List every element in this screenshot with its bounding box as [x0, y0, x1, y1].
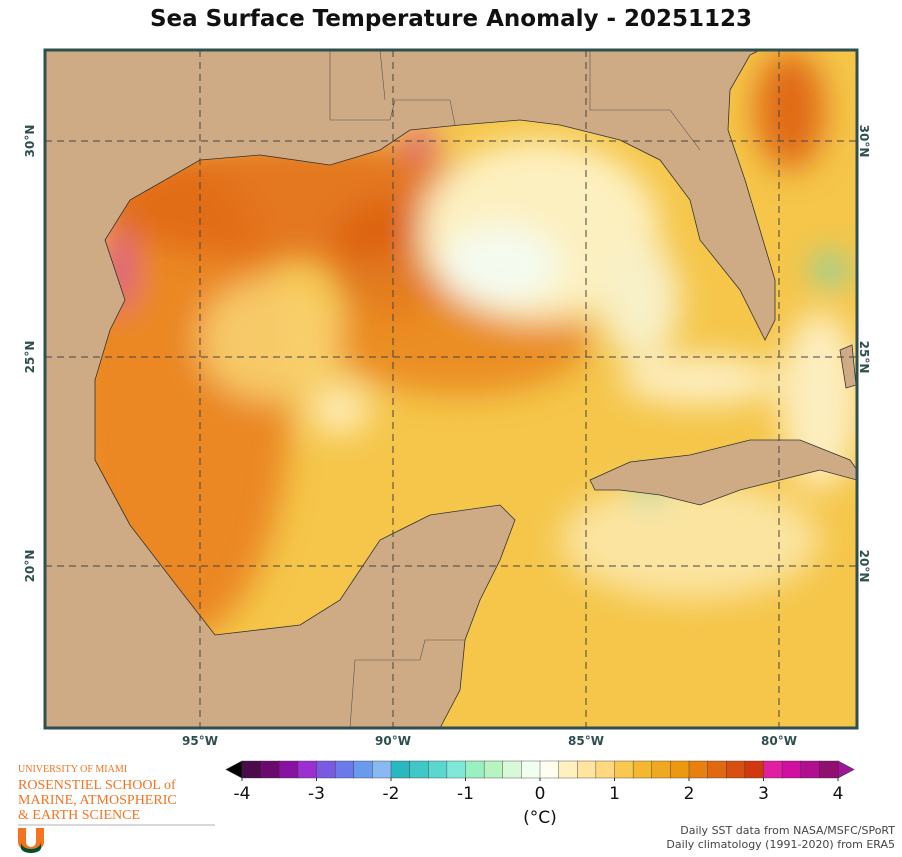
map-frame: [43, 48, 859, 730]
colorbar-segment: [781, 760, 802, 779]
colorbar-segment: [800, 760, 820, 779]
colorbar-tick-label: -2: [383, 784, 400, 804]
colorbar-segment: [316, 760, 336, 779]
colorbar-tick-label: -1: [457, 784, 474, 804]
longitude-label: 85°W: [568, 734, 604, 748]
colorbar-segment: [558, 760, 578, 779]
colorbar-segment: [632, 760, 653, 779]
colorbar-segment: [483, 760, 504, 779]
map-labels: 95°W 90°W 85°W 80°W 30°N 30°N 25°N 25°N 20°N 20°N: [23, 125, 871, 748]
colorbar-segment: [297, 760, 317, 779]
colorbar-under: [225, 760, 243, 779]
latitude-label: 20°N: [23, 550, 37, 583]
colorbar-segment: [670, 760, 690, 779]
colorbar-segment: [465, 760, 485, 779]
colorbar-tick-label: -4: [234, 784, 251, 804]
colorbar-segment: [502, 760, 522, 779]
colorbar-over: [837, 760, 855, 779]
logo-u: [18, 828, 44, 853]
colorbar-segment: [353, 760, 373, 779]
colorbar-tick-label: 1: [609, 784, 620, 804]
colorbar-segment: [539, 760, 560, 779]
colorbar-tick-label: 3: [758, 784, 769, 804]
colorbar-segment: [744, 760, 764, 779]
colorbar-segment: [372, 760, 392, 779]
credit: Daily climatology (1991-2020) from ERA5: [666, 838, 895, 851]
colorbar-segment: [241, 760, 262, 779]
credit: Daily SST data from NASA/MSFC/SPoRT: [680, 824, 895, 837]
colorbar-segment: [260, 760, 280, 779]
colorbar-segment: [521, 760, 541, 779]
colorbar-segment: [651, 760, 671, 779]
latitude-label: 20°N: [857, 550, 871, 583]
latitude-label: 25°N: [23, 341, 37, 374]
longitude-label: 90°W: [375, 734, 411, 748]
colorbar-segment: [446, 760, 466, 779]
land: [45, 50, 857, 728]
graticule: [45, 50, 857, 728]
colorbar-segment: [428, 760, 448, 779]
title: Sea Surface Temperature Anomaly - 202511…: [150, 6, 752, 32]
colorbar-segment: [614, 760, 634, 779]
map: [45, 50, 857, 728]
colorbar-segment: [688, 760, 709, 779]
latitude-label: 30°N: [23, 125, 37, 158]
longitude-label: 95°W: [182, 734, 218, 748]
colorbar-segment: [577, 760, 597, 779]
latitude-label: 25°N: [857, 341, 871, 374]
colorbar-segment: [707, 760, 727, 779]
colorbar-label: (°C): [523, 808, 557, 828]
colorbar-tick-label: 0: [535, 784, 546, 804]
school-name: ROSENSTIEL SCHOOL of: [18, 778, 176, 793]
colorbar-segment: [279, 760, 299, 779]
colorbar-segment: [595, 760, 615, 779]
colorbar-segment: [334, 760, 355, 779]
colorbar-tick-label: 2: [684, 784, 695, 804]
colorbar-tick-label: -3: [308, 784, 325, 804]
longitude-label: 80°W: [761, 734, 797, 748]
colorbar-tick-label: 4: [833, 784, 844, 804]
colorbar: -4 -3 -2 -1 0 1 2 3 4 (°C): [225, 760, 855, 828]
latitude-label: 30°N: [857, 125, 871, 158]
colorbar-segment: [763, 760, 783, 779]
colorbar-segment: [819, 760, 839, 779]
colorbar-segment: [409, 760, 429, 779]
colorbar-segment: [390, 760, 411, 779]
sst-field: [70, 50, 857, 640]
university-name: UNIVERSITY OF MIAMI: [18, 764, 127, 775]
colorbar-segment: [726, 760, 746, 779]
school-name: MARINE, ATMOSPHERIC: [18, 793, 177, 808]
school-name: & EARTH SCIENCE: [18, 808, 140, 823]
